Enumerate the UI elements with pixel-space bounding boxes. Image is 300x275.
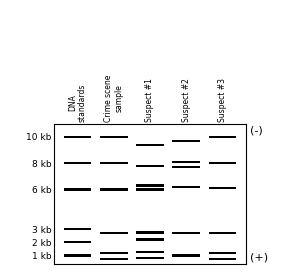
Bar <box>64 136 91 138</box>
Bar <box>172 186 200 188</box>
Bar <box>136 188 164 191</box>
Bar <box>209 258 236 260</box>
Bar <box>172 254 200 257</box>
Bar <box>209 252 236 254</box>
Bar <box>136 185 164 187</box>
Bar <box>136 251 164 253</box>
Bar <box>100 136 128 138</box>
Bar <box>64 254 91 257</box>
Bar <box>172 232 200 234</box>
Text: (-): (-) <box>250 125 263 135</box>
Text: Suspect #3: Suspect #3 <box>218 78 227 122</box>
Text: Suspect #1: Suspect #1 <box>146 78 154 122</box>
Bar <box>172 161 200 163</box>
Text: DNA
standards: DNA standards <box>68 83 87 122</box>
Bar <box>64 162 91 164</box>
Bar <box>136 238 164 241</box>
Text: (+): (+) <box>250 253 268 263</box>
Bar <box>209 136 236 138</box>
Text: Crime scene
sample: Crime scene sample <box>104 75 123 122</box>
Text: Suspect #2: Suspect #2 <box>182 78 191 122</box>
Bar <box>100 232 128 234</box>
Bar <box>64 188 91 191</box>
Bar <box>172 140 200 142</box>
Bar <box>136 257 164 259</box>
Bar <box>209 162 236 164</box>
Bar <box>100 258 128 260</box>
Bar <box>100 252 128 254</box>
Bar <box>64 241 91 243</box>
Bar <box>172 166 200 168</box>
Bar <box>100 162 128 164</box>
Bar <box>209 187 236 189</box>
Bar <box>64 228 91 230</box>
Bar <box>136 231 164 233</box>
Bar <box>136 165 164 167</box>
Bar <box>100 188 128 191</box>
Bar <box>136 144 164 146</box>
Bar <box>209 232 236 234</box>
